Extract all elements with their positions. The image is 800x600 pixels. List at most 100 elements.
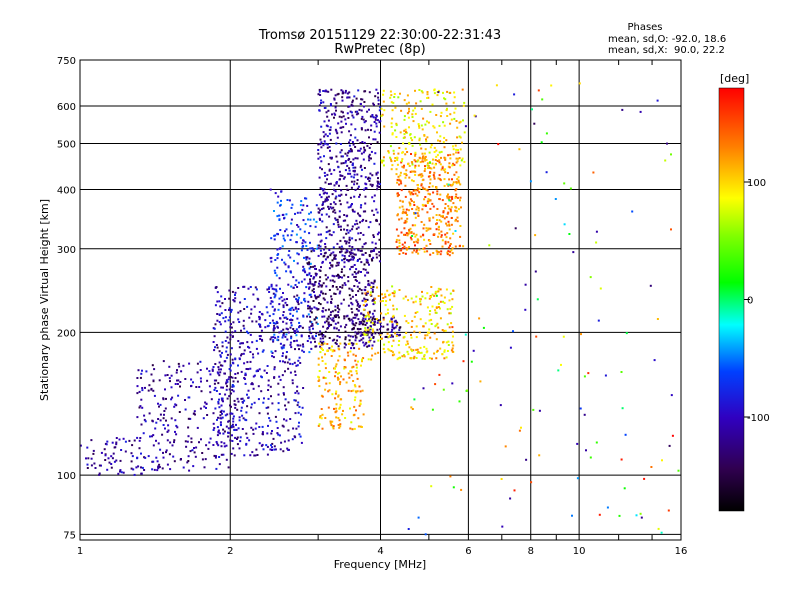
echo-point (336, 288, 339, 291)
echo-point (339, 276, 341, 278)
echo-point (334, 197, 337, 200)
echo-point (351, 311, 354, 314)
echo-point (271, 402, 274, 405)
echo-point (175, 371, 178, 374)
echo-point (306, 315, 309, 318)
echo-point (420, 107, 423, 110)
echo-point (410, 137, 413, 140)
echo-point (436, 322, 439, 325)
echo-point (368, 315, 371, 318)
echo-point (359, 221, 361, 224)
echo-point (290, 222, 293, 225)
echo-point (330, 311, 332, 314)
echo-point (410, 191, 413, 194)
echo-point (398, 333, 401, 336)
echo-point (147, 455, 150, 458)
echo-point (392, 339, 395, 342)
echo-point (421, 179, 424, 182)
echo-point (392, 101, 395, 104)
echo-point (396, 333, 399, 336)
echo-point (152, 434, 155, 437)
echo-point (400, 217, 403, 220)
echo-point (332, 317, 335, 320)
echo-point (323, 120, 326, 123)
echo-point (354, 146, 357, 148)
echo-point (449, 237, 452, 240)
echo-point (144, 420, 147, 423)
echo-point (321, 333, 323, 335)
echo-point (370, 250, 372, 253)
echo-point (461, 157, 464, 160)
echo-point (317, 233, 320, 236)
echo-point (308, 232, 311, 235)
echo-point (412, 232, 415, 235)
echo-point (218, 374, 221, 377)
echo-point (327, 230, 330, 233)
echo-point (293, 361, 296, 364)
echo-point (391, 326, 394, 329)
echo-point (372, 315, 375, 318)
echo-point (289, 326, 292, 329)
echo-point (98, 473, 101, 476)
echo-point (231, 384, 234, 386)
echo-point (214, 286, 217, 289)
echo-point (317, 207, 320, 210)
echo-point (286, 338, 289, 341)
echo-point (190, 378, 193, 381)
echo-point (326, 125, 329, 128)
echo-point (391, 132, 394, 135)
echo-point (368, 153, 371, 156)
echo-point (423, 247, 426, 250)
echo-point (337, 273, 339, 276)
echo-point (342, 126, 345, 129)
echo-point (341, 276, 343, 279)
echo-point (296, 262, 299, 265)
echo-point (164, 407, 167, 410)
echo-point (434, 383, 437, 386)
echo-point (318, 379, 321, 382)
echo-point (377, 96, 380, 99)
echo-point (371, 354, 374, 357)
echo-point (318, 294, 321, 297)
echo-point (159, 448, 162, 451)
echo-point (132, 468, 135, 471)
echo-point (115, 437, 118, 439)
echo-point (320, 291, 323, 294)
echo-point (324, 321, 326, 324)
echo-point (310, 211, 312, 214)
echo-point (362, 118, 365, 121)
colorbar-tick-label: -100 (747, 413, 770, 424)
echo-point (276, 338, 279, 341)
echo-point (138, 447, 141, 450)
echo-point (445, 102, 448, 105)
echo-point (403, 233, 405, 236)
echo-point (449, 210, 452, 213)
echo-point (296, 211, 299, 214)
echo-point (403, 355, 406, 358)
echo-point (396, 159, 399, 161)
echo-point (162, 360, 165, 363)
echo-point (447, 344, 450, 346)
echo-point (326, 135, 329, 138)
echo-point (332, 425, 335, 428)
echo-point (319, 337, 322, 340)
echo-point (623, 487, 626, 490)
echo-point (364, 242, 367, 245)
echo-point (452, 232, 455, 235)
echo-point (454, 230, 457, 232)
echo-point (354, 354, 357, 357)
echo-point (426, 136, 429, 139)
echo-point (247, 389, 250, 392)
echo-point (447, 211, 450, 214)
echo-point (364, 182, 367, 185)
echo-point (392, 314, 395, 317)
echo-point (187, 435, 190, 438)
echo-point (250, 426, 253, 429)
echo-point (176, 383, 179, 385)
echo-point (363, 148, 366, 151)
echo-point (238, 419, 241, 422)
echo-point (372, 336, 375, 338)
echo-point (437, 302, 440, 305)
echo-point (347, 259, 350, 262)
echo-point (380, 159, 383, 162)
